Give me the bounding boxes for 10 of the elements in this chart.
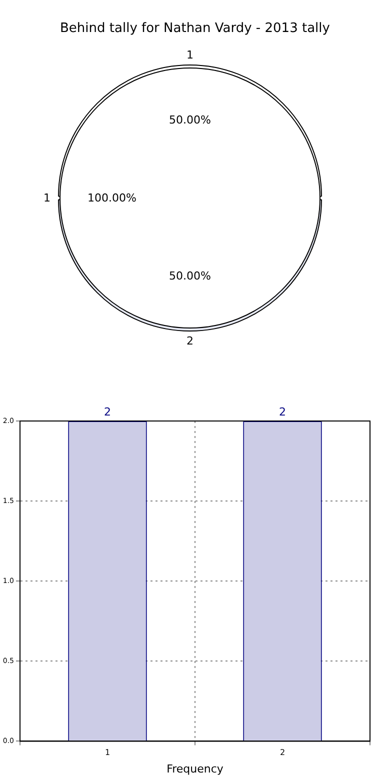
slice-label: 1 xyxy=(186,48,194,62)
data-label: 50.00% xyxy=(169,114,211,126)
chart-title: Behind tally for Nathan Vardy - 2013 tally xyxy=(59,21,331,36)
slice-label: 1 xyxy=(44,192,50,204)
data-label: 50.00% xyxy=(169,270,211,282)
data-label: 2 xyxy=(279,405,286,418)
data-label: 2 xyxy=(104,405,111,418)
slice-label: 2 xyxy=(186,334,194,348)
x-axis-title: Frequency xyxy=(166,762,224,776)
data-label: 100.00% xyxy=(88,192,136,204)
